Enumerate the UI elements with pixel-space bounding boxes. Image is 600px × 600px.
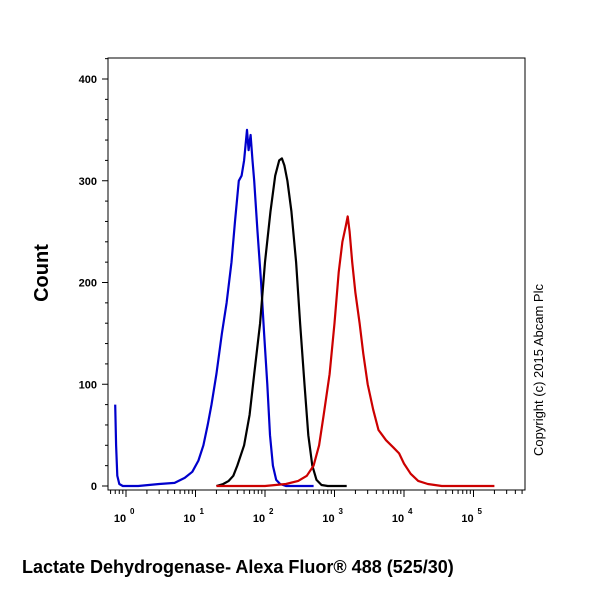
series-layer [114,128,495,488]
x-tick-exponent: 2 [269,507,274,516]
plot-frame [107,57,526,491]
x-axis: 10 0 10 1 10 2 10 3 10 4 10 5 [110,490,523,525]
x-axis-label: Lactate Dehydrogenase- Alexa Fluor® 488 … [22,557,454,577]
x-tick-exponent: 1 [200,507,205,516]
y-tick-label: 0 [91,481,97,493]
x-tick-label: 10 [392,513,404,525]
histogram-series-1 [114,128,314,488]
y-tick-label: 300 [79,176,97,188]
x-tick-label: 10 [114,513,126,525]
histogram-series-2 [216,157,347,488]
x-tick-label: 10 [461,513,473,525]
x-tick-exponent: 5 [478,507,483,516]
histogram-series-3 [216,215,495,488]
x-tick-exponent: 0 [130,507,135,516]
x-tick-exponent: 3 [339,507,344,516]
x-tick-label: 10 [322,513,334,525]
y-tick-label: 200 [79,278,97,290]
y-axis-label: Count [31,244,53,302]
y-tick-label: 100 [79,379,97,391]
x-tick-label: 10 [183,513,195,525]
x-tick-exponent: 4 [408,507,413,516]
y-tick-label: 400 [79,74,97,86]
x-tick-label: 10 [253,513,265,525]
copyright-notice: Copyright (c) 2015 Abcam Plc [531,284,546,456]
y-axis: 0 100 200 300 400 [79,58,108,493]
